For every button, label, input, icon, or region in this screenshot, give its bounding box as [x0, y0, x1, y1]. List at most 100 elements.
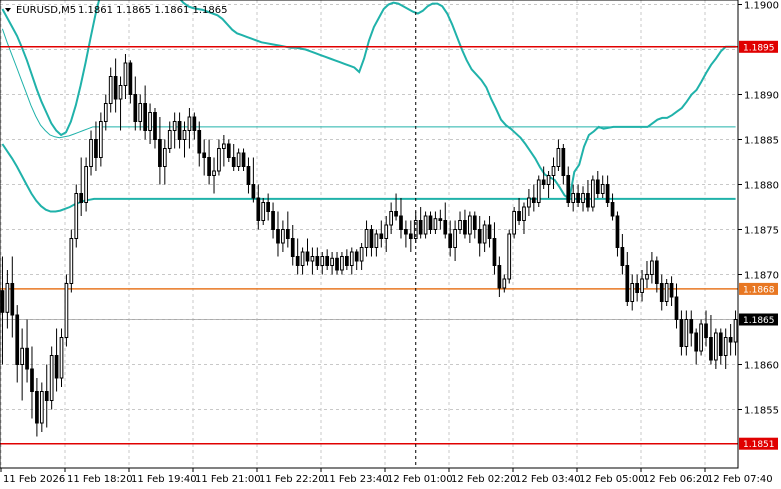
- x-tick-label: 11 Feb 22:20: [259, 474, 325, 485]
- dropdown-triangle-icon[interactable]: [5, 8, 11, 12]
- candle-body: [295, 256, 300, 266]
- candle-body: [423, 215, 428, 235]
- x-tick-label: 11 Feb 2026: [3, 474, 65, 485]
- candle-body: [182, 130, 187, 140]
- candle-body: [94, 139, 98, 158]
- candle-body: [605, 184, 610, 203]
- candle-body: [399, 215, 403, 230]
- candle-body: [502, 278, 507, 289]
- candle-body: [620, 247, 625, 266]
- candle-body: [89, 139, 93, 167]
- candle-body: [79, 193, 84, 203]
- candle-body: [108, 76, 113, 104]
- candle-body: [463, 220, 467, 235]
- candle-body: [468, 215, 472, 235]
- candle-body: [418, 220, 423, 235]
- candle-body: [128, 62, 133, 95]
- horizontal-lines: [0, 46, 738, 445]
- x-tick-label: 11 Feb 21:00: [195, 474, 261, 485]
- candle-body: [25, 347, 29, 370]
- y-tick-label: 1.1880: [744, 181, 779, 192]
- candle-body: [492, 238, 497, 266]
- candle-body: [581, 193, 585, 203]
- candle-body: [54, 355, 59, 379]
- candle-body: [699, 323, 703, 352]
- candle-body: [123, 62, 128, 86]
- candle-body: [443, 220, 448, 235]
- y-tick-label: 1.1885: [744, 136, 779, 147]
- candle-body: [733, 319, 738, 343]
- candle-body: [718, 332, 723, 356]
- candle-body: [271, 211, 275, 230]
- candle-body: [659, 283, 664, 302]
- candle-body: [551, 166, 556, 176]
- candle-body: [615, 215, 620, 248]
- candle-body: [118, 85, 123, 100]
- candle-body: [345, 256, 349, 266]
- candle-body: [664, 283, 669, 302]
- price-badge: [739, 282, 778, 295]
- candle-body: [384, 224, 389, 239]
- candle-body: [625, 265, 630, 302]
- candle-body: [458, 220, 462, 230]
- candle-body: [172, 121, 177, 131]
- candle-body: [20, 347, 24, 365]
- candle-body: [305, 251, 310, 262]
- bollinger-middle-line: [1, 28, 736, 139]
- chart-title: EURUSD,M5 1.1861 1.1865 1.1861 1.1865: [5, 5, 228, 16]
- candle-body: [477, 229, 482, 244]
- symbol-label: EURUSD,M5: [16, 5, 76, 16]
- candle-body: [704, 323, 708, 338]
- candle-body: [472, 215, 477, 230]
- candle-body: [595, 179, 600, 194]
- candle-body: [59, 337, 64, 379]
- candle-body: [310, 256, 315, 262]
- candle-body: [389, 211, 393, 226]
- candle-body: [507, 233, 512, 280]
- candle-body: [153, 112, 157, 140]
- candle-body: [222, 143, 226, 149]
- candle-body: [69, 238, 74, 284]
- candle-body: [556, 148, 561, 167]
- candle-body: [561, 148, 566, 176]
- candle-body: [197, 130, 202, 154]
- y-tick-label: 1.1860: [744, 361, 779, 372]
- candle-body: [113, 76, 118, 100]
- candle-body: [610, 202, 615, 217]
- candle-body: [541, 179, 546, 185]
- candle-body: [517, 211, 521, 221]
- candle-body: [359, 247, 364, 262]
- price-axis[interactable]: 1.1900 1.1890 1.1885 1.1880 1.1875 1.1870 1.18…: [738, 1, 779, 451]
- x-tick-label: 12 Feb 06:20: [643, 474, 709, 485]
- candle-body: [448, 233, 453, 248]
- candle-body: [315, 256, 320, 266]
- candle-body: [728, 337, 733, 343]
- candle-body: [453, 229, 457, 248]
- bollinger-lower-line: [1, 143, 736, 213]
- candle-body: [571, 193, 576, 203]
- y-tick-label: 1.1875: [744, 226, 779, 237]
- candle-body: [276, 229, 280, 244]
- x-tick-label: 11 Feb 18:20: [67, 474, 133, 485]
- candle-body: [512, 211, 516, 235]
- candle-body: [497, 265, 502, 289]
- candle-body: [261, 202, 266, 221]
- candle-body: [576, 193, 580, 203]
- candle-body: [482, 224, 487, 244]
- candle-body: [39, 391, 44, 424]
- current-price-badge: [739, 313, 778, 326]
- candle-body: [709, 337, 713, 361]
- candle-body: [591, 179, 595, 208]
- x-tick-label: 12 Feb 02:20: [451, 474, 517, 485]
- candle-body: [330, 257, 334, 266]
- candle-body: [369, 229, 374, 248]
- candle-body: [202, 152, 207, 158]
- candle-body: [645, 274, 649, 280]
- candle-body: [49, 355, 54, 401]
- candle-body: [0, 290, 5, 313]
- price-badge-label: 1.1868: [743, 285, 775, 295]
- candle-body: [723, 337, 728, 356]
